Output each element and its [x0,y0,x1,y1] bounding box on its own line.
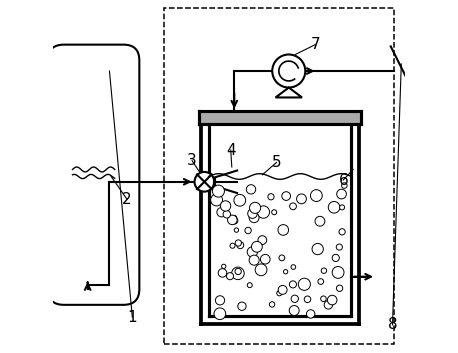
Circle shape [332,254,339,262]
Circle shape [272,210,277,215]
Circle shape [277,291,282,296]
Circle shape [272,54,305,88]
Circle shape [291,265,296,269]
Circle shape [290,309,294,313]
Circle shape [289,281,296,288]
Bar [164,8,394,343]
Circle shape [231,217,238,224]
Circle shape [282,192,290,201]
Text: 5: 5 [272,155,281,170]
Circle shape [289,203,296,210]
Circle shape [304,296,311,303]
Circle shape [306,310,315,318]
Circle shape [232,267,244,280]
Circle shape [321,296,326,301]
Circle shape [249,255,259,265]
Circle shape [289,306,299,316]
Circle shape [228,215,237,225]
Circle shape [238,302,246,310]
FancyBboxPatch shape [48,44,139,305]
Circle shape [269,302,275,307]
Circle shape [291,295,299,303]
Circle shape [247,283,252,288]
Text: 3: 3 [187,153,197,168]
Circle shape [213,185,224,197]
Circle shape [258,236,267,245]
Circle shape [257,206,270,218]
Circle shape [226,273,234,280]
Circle shape [251,241,262,252]
Circle shape [214,308,226,319]
Circle shape [246,185,256,194]
Circle shape [336,244,343,250]
Circle shape [235,240,241,246]
Circle shape [311,190,322,202]
Circle shape [321,268,327,274]
Circle shape [312,244,323,255]
Circle shape [339,205,344,210]
Circle shape [284,270,288,274]
Polygon shape [276,88,302,97]
Bar [199,112,361,124]
Circle shape [268,194,274,200]
Circle shape [235,268,241,275]
Circle shape [220,201,231,211]
Circle shape [315,216,325,226]
Circle shape [211,194,223,206]
Circle shape [324,301,333,309]
Circle shape [234,228,239,232]
Circle shape [217,208,226,217]
Circle shape [336,285,343,292]
Circle shape [339,229,345,235]
Circle shape [215,296,224,305]
Text: 4: 4 [226,143,235,158]
Text: 7: 7 [311,37,320,52]
Circle shape [248,209,257,219]
Circle shape [223,210,230,218]
Text: 2: 2 [122,192,132,207]
Circle shape [297,194,306,204]
Circle shape [237,242,244,249]
Circle shape [332,267,344,278]
Circle shape [218,269,227,277]
Circle shape [247,247,257,257]
Circle shape [245,227,251,234]
Circle shape [234,195,245,206]
Text: 6: 6 [338,173,348,187]
Circle shape [250,202,261,214]
Circle shape [318,279,324,285]
Circle shape [327,295,337,305]
Circle shape [298,278,311,290]
Circle shape [279,255,285,261]
Circle shape [232,216,237,220]
Text: 8: 8 [387,317,397,333]
Text: 1: 1 [127,310,137,325]
Circle shape [337,189,346,199]
Circle shape [328,202,340,213]
Circle shape [278,225,289,235]
Circle shape [195,172,214,192]
Circle shape [261,255,270,264]
Circle shape [342,183,347,188]
Circle shape [255,264,267,276]
Circle shape [230,243,235,248]
Circle shape [222,264,226,269]
Circle shape [278,286,287,294]
Circle shape [249,213,259,223]
